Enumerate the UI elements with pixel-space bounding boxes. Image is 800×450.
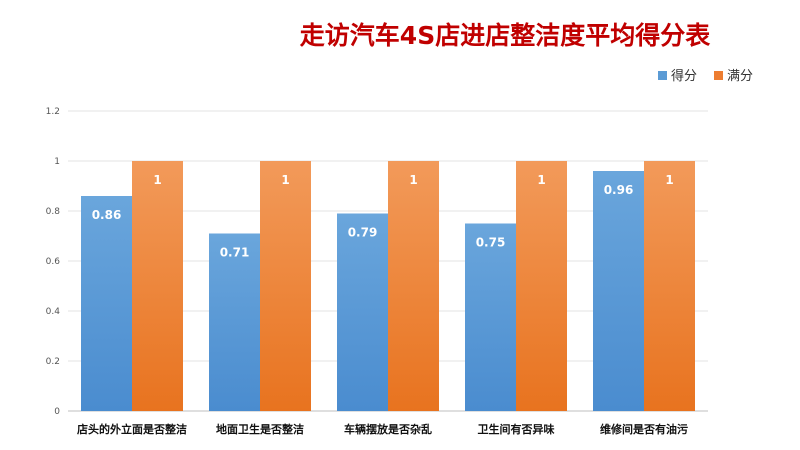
category-label: 卫生间有否异味: [478, 422, 555, 436]
data-label: 1: [537, 173, 545, 187]
bar-score: [593, 171, 644, 411]
bar-full-score: [516, 161, 567, 411]
data-label: 0.71: [220, 246, 250, 260]
bar-score: [337, 213, 388, 411]
y-tick-label: 1: [54, 157, 60, 167]
data-label: 1: [153, 173, 161, 187]
category-label: 维修间是否有油污: [600, 422, 688, 436]
category-label: 店头的外立面是否整洁: [77, 422, 187, 436]
chart-title: 走访汽车4S店进店整洁度平均得分表: [299, 21, 711, 50]
legend-swatch: [658, 71, 667, 80]
data-label: 0.86: [92, 208, 122, 222]
legend-swatch: [714, 71, 723, 80]
legend: 得分 满分: [658, 68, 753, 84]
bar-full-score: [644, 161, 695, 411]
bar-full-score: [132, 161, 183, 411]
y-axis: 0 0.2 0.4 0.6 0.8 1 1.2: [46, 107, 61, 417]
bar-full-score: [388, 161, 439, 411]
y-tick-label: 0.6: [46, 257, 61, 267]
legend-label: 得分: [671, 68, 697, 84]
x-axis: 店头的外立面是否整洁 地面卫生是否整洁 车辆摆放是否杂乱 卫生间有否异味 维修间是否有油…: [77, 422, 688, 436]
y-tick-label: 0.2: [46, 357, 60, 367]
data-labels: 0.86 1 0.71 1 0.79 1 0.75 1 0.96 1: [92, 173, 674, 260]
y-tick-label: 0.8: [46, 207, 61, 217]
category-label: 车辆摆放是否杂乱: [344, 422, 432, 436]
data-label: 1: [665, 173, 673, 187]
y-tick-label: 0: [54, 407, 60, 417]
data-label: 0.79: [348, 226, 378, 240]
data-label: 0.96: [604, 183, 634, 197]
y-tick-label: 1.2: [46, 107, 60, 117]
bars: [81, 161, 695, 411]
bar-score: [465, 223, 516, 411]
data-label: 1: [409, 173, 417, 187]
data-label: 1: [281, 173, 289, 187]
legend-label: 满分: [727, 69, 753, 84]
category-label: 地面卫生是否整洁: [216, 422, 304, 436]
bar-score: [81, 196, 132, 411]
bar-full-score: [260, 161, 311, 411]
data-label: 0.75: [476, 236, 506, 250]
bar-score: [209, 233, 260, 411]
y-tick-label: 0.4: [46, 307, 61, 317]
